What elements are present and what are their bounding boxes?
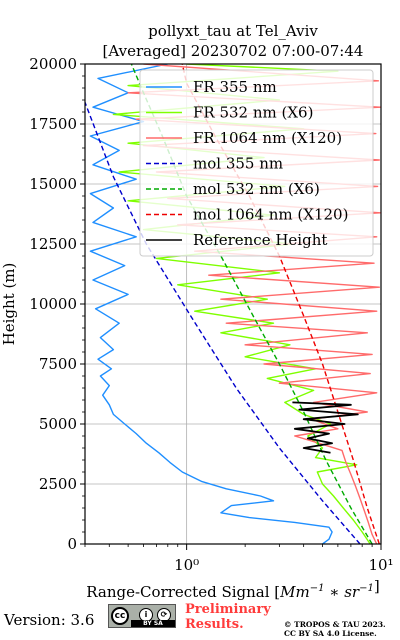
legend-label-1: FR 532 nm (X6) xyxy=(193,104,313,122)
y-tick-label: 15000 xyxy=(29,175,77,193)
copyright-note: © TROPOS & TAU 2023. CC BY SA 4.0 Licens… xyxy=(284,620,386,638)
cc-license-badge: cc i ⟳ BY SA xyxy=(108,604,176,628)
chart-title: pollyxt_tau at Tel_Aviv xyxy=(148,22,318,40)
y-tick-label: 0 xyxy=(67,535,77,553)
legend-box xyxy=(139,69,374,257)
preliminary-line-2: Results. xyxy=(185,617,244,632)
cc-sa-icon: ⟳ xyxy=(157,608,171,622)
legend-label-6: Reference Height xyxy=(193,231,327,249)
cc-badge-strip: BY SA xyxy=(131,620,175,627)
series-line-0 xyxy=(89,64,333,544)
axis-tick-labels: 0 2500 5000 7500 10000 12500 15000 17500 20000 10… xyxy=(29,55,393,574)
y-tick-label: 2500 xyxy=(39,475,77,493)
y-tick-label: 5000 xyxy=(39,415,77,433)
legend-label-0: FR 355 nm xyxy=(193,78,277,96)
cc-logo-icon: cc xyxy=(111,607,129,625)
y-axis-label: Height (m) xyxy=(0,263,18,346)
series-line-6 xyxy=(292,401,359,454)
copyright-line-2: CC BY SA 4.0 License. xyxy=(284,629,377,638)
version-label: Version: 3.6 xyxy=(4,611,95,629)
legend-label-2: FR 1064 nm (X120) xyxy=(193,129,342,147)
x-tick-label: 10¹ xyxy=(368,556,393,574)
preliminary-note: Preliminary Results. xyxy=(185,602,271,632)
x-axis-label: Range-Corrected Signal [Mm−1 ∗ sr−1] xyxy=(86,577,379,601)
y-tick-label: 10000 xyxy=(29,295,77,313)
series-line-5 xyxy=(181,64,380,544)
legend-label-3: mol 355 nm xyxy=(193,155,283,173)
legend: FR 355 nm FR 532 nm (X6) FR 1064 nm (X120)… xyxy=(139,69,374,257)
copyright-line-1: © TROPOS & TAU 2023. xyxy=(284,620,386,629)
x-tick-label: 10⁰ xyxy=(174,556,199,574)
x-axis-label-suffix: ] xyxy=(374,577,380,595)
y-tick-label: 7500 xyxy=(39,355,77,373)
x-axis-label-math: Mm−1 ∗ sr−1 xyxy=(279,583,374,601)
x-axis-label-prefix: Range-Corrected Signal [ xyxy=(86,583,280,601)
y-tick-label: 17500 xyxy=(29,115,77,133)
chart-subtitle: [Averaged] 20230702 07:00-07:44 xyxy=(103,42,364,60)
axis-ticks xyxy=(80,63,382,550)
y-tick-label: 12500 xyxy=(29,235,77,253)
series-line-2 xyxy=(127,64,381,544)
legend-label-5: mol 1064 nm (X120) xyxy=(193,206,348,224)
series-line-3 xyxy=(85,102,361,544)
y-tick-label: 20000 xyxy=(29,55,77,73)
legend-label-4: mol 532 nm (X6) xyxy=(193,180,320,198)
preliminary-line-1: Preliminary xyxy=(185,602,271,617)
